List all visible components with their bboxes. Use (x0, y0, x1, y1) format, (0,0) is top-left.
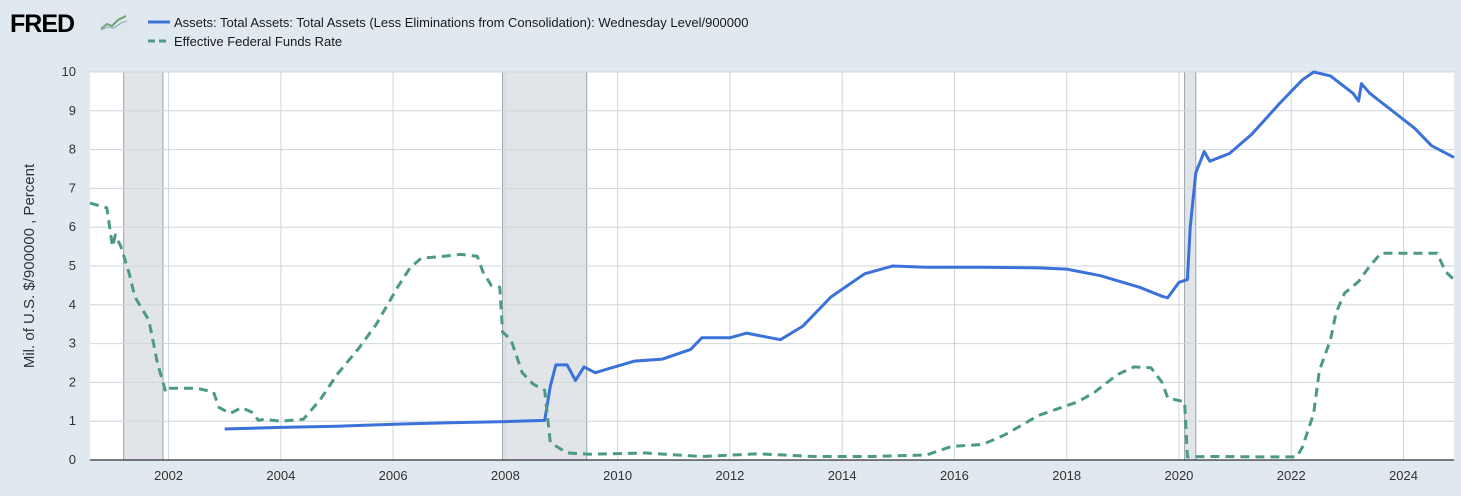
x-tick-label: 2018 (1052, 468, 1081, 483)
series-line-total-assets (224, 70, 1455, 431)
series-line-fed-funds-rate (89, 201, 1456, 459)
y-tick-label: 2 (69, 374, 76, 389)
x-tick-label: 2024 (1389, 468, 1418, 483)
y-tick-label: 3 (69, 336, 76, 351)
axis-ticks: 0 1 2 3 4 5 6 7 8 9 10 2002 2004 2006 2008 2010 2012 2014… (62, 64, 1418, 483)
y-axis-label: Mil. of U.S. $/900000 , Percent (21, 163, 38, 368)
series-lines (89, 70, 1456, 459)
y-tick-label: 10 (62, 64, 76, 79)
x-tick-label: 2002 (154, 468, 183, 483)
x-tick-label: 2016 (940, 468, 969, 483)
y-tick-label: 5 (69, 258, 76, 273)
x-tick-label: 2010 (603, 468, 632, 483)
legend-label-total-assets: Assets: Total Assets: Total Assets (Less… (174, 15, 749, 30)
x-tick-label: 2004 (266, 468, 295, 483)
y-tick-label: 0 (69, 452, 76, 467)
x-tick-label: 2022 (1277, 468, 1306, 483)
y-tick-label: 1 (69, 413, 76, 428)
x-tick-label: 2014 (828, 468, 857, 483)
grid-lines (90, 71, 1454, 461)
x-tick-label: 2020 (1164, 468, 1193, 483)
x-tick-label: 2012 (715, 468, 744, 483)
y-tick-label: 4 (69, 297, 76, 312)
y-tick-label: 6 (69, 219, 76, 234)
y-tick-label: 7 (69, 180, 76, 195)
x-tick-label: 2008 (491, 468, 520, 483)
fred-graph-icon (99, 14, 129, 32)
x-tick-label: 2006 (379, 468, 408, 483)
legend-swatch-solid (148, 20, 170, 24)
fred-logo[interactable]: FRED (10, 10, 75, 38)
y-tick-label: 8 (69, 142, 76, 157)
legend-swatch-dashed (148, 39, 170, 43)
chart-header: FRED Assets: Total Assets: Total Assets … (0, 0, 1461, 60)
legend-label-fed-funds: Effective Federal Funds Rate (174, 34, 343, 49)
y-tick-label: 9 (69, 103, 76, 118)
